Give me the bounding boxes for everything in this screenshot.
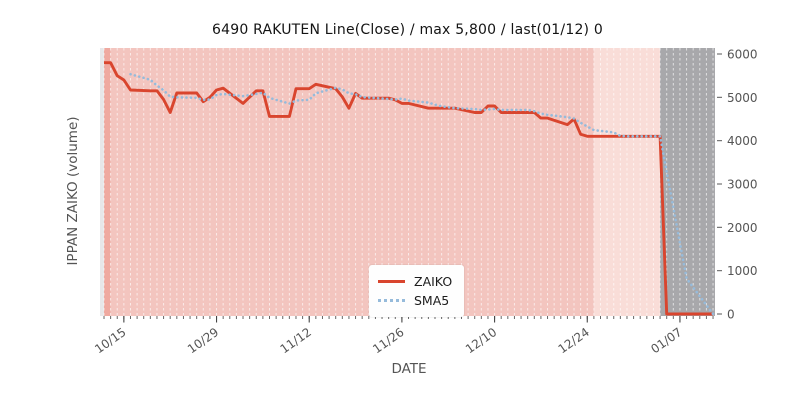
legend-label-zaiko: ZAIKO xyxy=(414,274,453,289)
x-tick-label: 10/15 xyxy=(92,325,128,356)
y-tick-label: 3000 xyxy=(727,178,758,192)
y-tick-label: 6000 xyxy=(727,48,758,62)
y-tick-label: 2000 xyxy=(727,221,758,235)
zaiko-line xyxy=(104,61,713,316)
y-tick-label: 1000 xyxy=(727,264,758,278)
sma5-line xyxy=(129,72,715,316)
sma5-line-swatch xyxy=(378,299,405,302)
x-tick-label: 12/24 xyxy=(556,325,592,356)
legend-item-zaiko: ZAIKO xyxy=(378,272,452,291)
y-tick-label: 0 xyxy=(727,308,735,322)
y-tick-label: 5000 xyxy=(727,91,758,105)
background-band xyxy=(660,48,715,316)
y-axis-label: IPPAN ZAIKO (volume) xyxy=(65,116,81,266)
legend: ZAIKO SMA5 xyxy=(369,265,465,317)
background-band xyxy=(104,48,111,316)
legend-item-sma5: SMA5 xyxy=(378,291,452,310)
chart-title: 6490 RAKUTEN Line(Close) / max 5,800 / l… xyxy=(212,22,603,38)
legend-label-sma5: SMA5 xyxy=(414,293,450,308)
x-axis-label: DATE xyxy=(391,361,427,377)
x-tick-label: 11/12 xyxy=(278,325,314,356)
x-tick-label: 12/10 xyxy=(463,325,499,356)
y-tick-label: 4000 xyxy=(727,134,758,148)
background-band xyxy=(593,48,661,316)
x-tick-label: 01/07 xyxy=(648,325,684,356)
x-tick-label: 10/29 xyxy=(185,325,221,356)
x-tick-label: 11/26 xyxy=(370,325,406,356)
zaiko-line-swatch xyxy=(378,280,405,283)
